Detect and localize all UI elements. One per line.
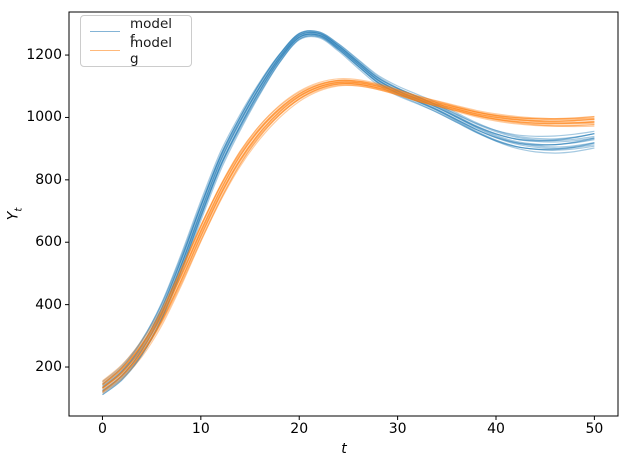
- series-line-model-f: [102, 31, 595, 389]
- x-axis-label: t: [341, 441, 347, 457]
- series-line-model-f: [102, 33, 595, 389]
- x-tick-label-30: 30: [388, 421, 407, 437]
- y-tick-label-1000: 1000: [26, 109, 62, 126]
- series-line-model-f: [102, 31, 595, 391]
- series-line-model-g: [102, 81, 595, 386]
- axis-ticks: [65, 54, 595, 420]
- y-tick-label-200: 200: [35, 359, 62, 376]
- series-line-model-g: [102, 84, 595, 393]
- series-line-model-f: [102, 30, 595, 385]
- axes-frame: [68, 11, 619, 417]
- legend-item-model-f: model f: [90, 16, 181, 48]
- y-tick-label-800: 800: [35, 171, 62, 188]
- series-line-model-f: [102, 31, 595, 387]
- y-axis-label-base: Y: [5, 211, 22, 221]
- series-line-model-g: [102, 82, 595, 392]
- series-line-model-g: [102, 84, 595, 393]
- series-line-model-g: [102, 82, 595, 389]
- legend-label-model-f: model f: [130, 15, 173, 48]
- y-axis-label: Yt: [6, 208, 25, 220]
- series-line-model-g: [102, 81, 595, 389]
- series-line-model-f: [102, 30, 595, 383]
- x-tick-label-20: 20: [290, 421, 309, 437]
- series-line-model-f: [102, 34, 595, 396]
- series-line-model-g: [102, 83, 595, 394]
- series-line-model-g: [102, 83, 595, 389]
- series-line-model-f: [102, 35, 595, 394]
- series-line-model-f: [102, 29, 595, 386]
- series-line-model-f: [102, 34, 595, 392]
- series-layer: [102, 29, 595, 396]
- x-tick-label-0: 0: [97, 421, 107, 437]
- series-line-model-g: [102, 79, 595, 382]
- x-tick-label-50: 50: [585, 421, 604, 437]
- y-tick-label-400: 400: [35, 296, 62, 313]
- legend-item-model-g: model g: [90, 35, 181, 67]
- series-line-model-f: [102, 32, 595, 388]
- y-tick-label-1200: 1200: [26, 47, 62, 64]
- model-f-line-swatch: [90, 31, 120, 32]
- model-g-line-swatch: [90, 50, 120, 51]
- legend-label-model-g: model g: [130, 34, 173, 67]
- y-axis-label-sub: t: [13, 207, 25, 212]
- series-line-model-f: [102, 31, 595, 385]
- legend: model f model g: [80, 15, 192, 67]
- series-line-model-g: [102, 80, 595, 388]
- series-line-model-f: [102, 33, 595, 392]
- series-line-model-g: [102, 78, 595, 383]
- series-line-model-g: [102, 81, 595, 385]
- x-tick-label-10: 10: [191, 421, 210, 437]
- series-line-model-g: [102, 79, 595, 386]
- series-line-model-f: [102, 35, 595, 396]
- x-tick-label-40: 40: [487, 421, 505, 437]
- series-line-model-f: [102, 33, 595, 393]
- y-tick-label-600: 600: [35, 234, 62, 251]
- series-line-model-g: [102, 79, 595, 384]
- series-line-model-g: [102, 82, 595, 390]
